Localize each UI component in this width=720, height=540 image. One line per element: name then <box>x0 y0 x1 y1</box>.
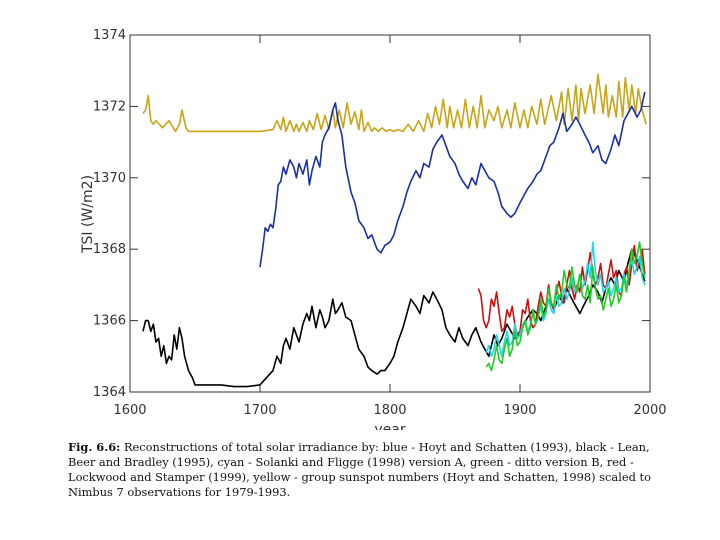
y-axis-ticks: 1364 1366 1368 1370 1372 1374 <box>93 28 650 400</box>
caption-label: Fig. 6.6: <box>68 440 121 454</box>
caption-text: Reconstructions of total solar irradianc… <box>68 440 651 499</box>
series-line: cyan - Solanki and Fligge (1998) version… <box>485 241 646 358</box>
plot-frame <box>129 34 651 393</box>
y-tick-label: 1366 <box>93 314 126 329</box>
x-tick-label: 1800 <box>373 403 406 418</box>
series-line: yellow - group sunspot numbers (Hoyt and… <box>142 73 647 133</box>
x-tick-label: 1700 <box>243 403 276 418</box>
x-tick-label: 1900 <box>503 403 536 418</box>
figure-caption: Fig. 6.6: Reconstructions of total solar… <box>68 440 678 500</box>
series-line: blue - Hoyt and Schatten (1993) <box>259 91 646 268</box>
series-line: red - Lockwood and Stamper (1999) <box>477 244 646 336</box>
y-tick-label: 1368 <box>93 242 126 257</box>
y-tick-label: 1370 <box>93 171 126 186</box>
y-tick-label: 1374 <box>93 28 126 43</box>
y-tick-label: 1372 <box>93 99 126 114</box>
x-axis-ticks: 1600 1700 1800 1900 2000 <box>113 35 667 418</box>
series-layer: yellow - group sunspot numbers (Hoyt and… <box>142 73 647 388</box>
x-axis-title: year <box>374 422 405 430</box>
series-line: black - Lean, Beer and Bradley (1995) <box>142 248 646 388</box>
y-tick-label: 1364 <box>93 385 126 400</box>
tsi-chart: 1364 1366 1368 1370 1372 1374 1600 1700 1800 190… <box>80 28 667 430</box>
series-line: green - Solanki and Fligge (1998) versio… <box>485 241 646 372</box>
x-tick-label: 1600 <box>113 403 146 418</box>
x-tick-label: 2000 <box>633 403 666 418</box>
y-axis-title: TSI (W/m2) <box>80 175 96 254</box>
